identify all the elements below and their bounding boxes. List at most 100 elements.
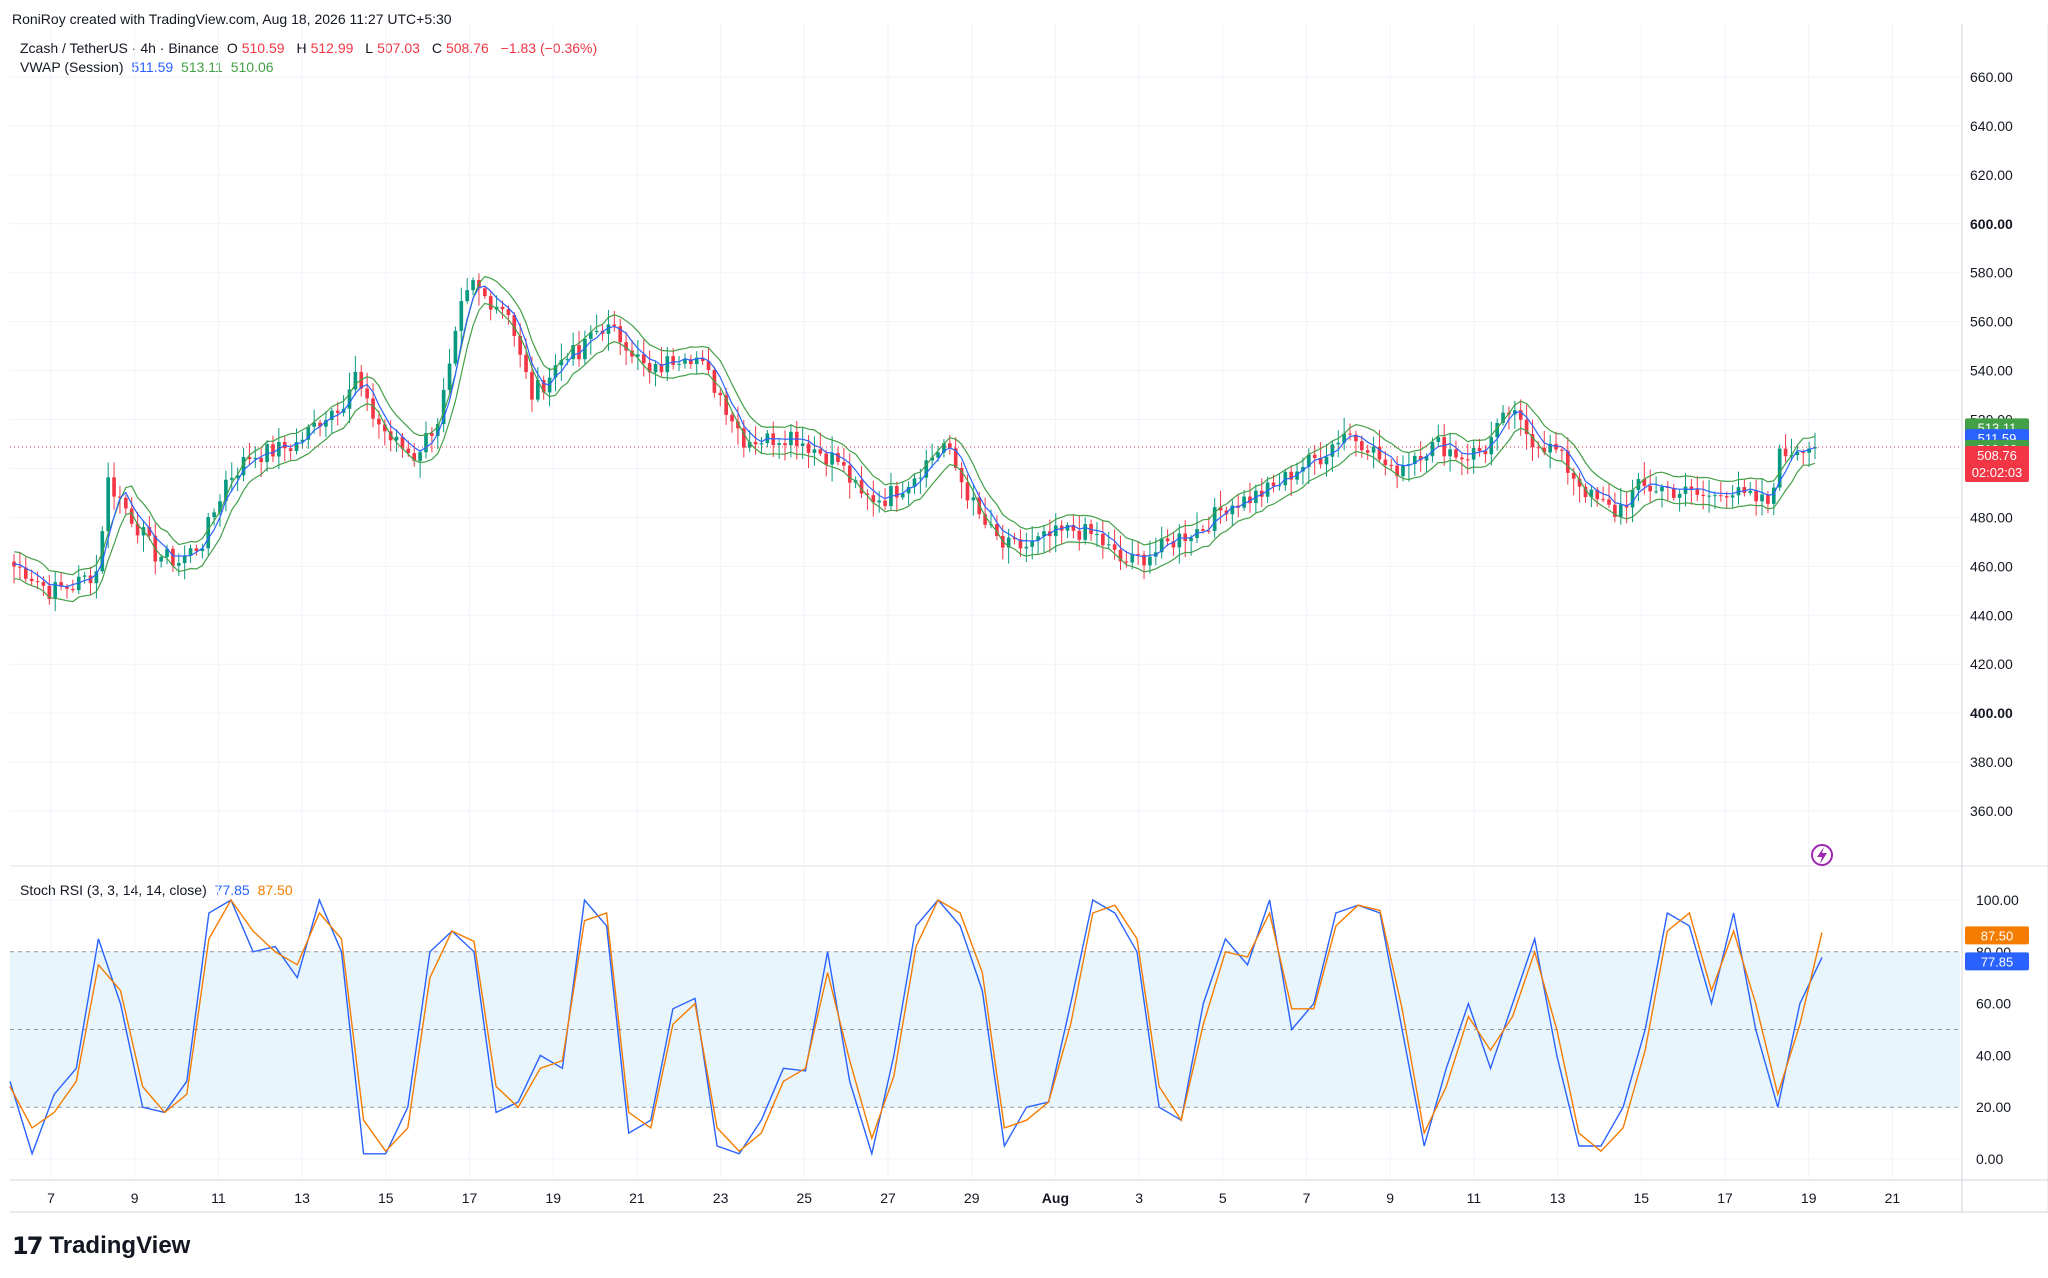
time-axis-tick: 9 <box>131 1190 139 1206</box>
candle-body <box>753 441 758 445</box>
candle-body <box>412 453 417 461</box>
time-axis-tick: 13 <box>294 1190 310 1206</box>
candle-body <box>1695 489 1700 495</box>
candle-body <box>400 436 405 449</box>
candle-body <box>435 424 440 436</box>
candle-body <box>812 449 817 453</box>
tradingview-logo[interactable]: 17 TradingView <box>12 1232 190 1260</box>
candle-body <box>1295 471 1299 480</box>
candle-body <box>1601 499 1605 501</box>
candle-body <box>1766 494 1770 504</box>
candle-body <box>29 578 34 582</box>
candle-body <box>653 363 658 373</box>
lightning-icon[interactable] <box>1811 844 1833 866</box>
candle-body <box>565 359 570 361</box>
candle-body <box>1424 456 1429 461</box>
close-value: 508.76 <box>445 40 489 56</box>
candle-body <box>294 441 299 452</box>
candlestick-series[interactable] <box>12 273 1817 612</box>
vwap-name[interactable]: VWAP (Session) <box>20 59 124 75</box>
time-axis-tick: 11 <box>211 1190 226 1206</box>
open-value: 510.59 <box>241 40 285 56</box>
candle-body <box>1095 533 1099 535</box>
stoch-axis-tick: 40.00 <box>1976 1047 2011 1063</box>
candle-body <box>1683 486 1688 494</box>
candle-body <box>1518 410 1523 420</box>
candle-body <box>671 356 676 365</box>
stoch-axis-tick: 20.00 <box>1976 1099 2011 1115</box>
candle-body <box>288 448 293 452</box>
candle-body <box>1577 478 1582 487</box>
candle-body <box>947 443 952 449</box>
candle-body <box>730 414 734 422</box>
candle-body <box>1136 553 1140 555</box>
price-axis-tick: 600.00 <box>1970 216 2013 232</box>
candle-body <box>1030 540 1035 547</box>
time-axis-tick: 17 <box>1717 1190 1733 1206</box>
candle-body <box>394 436 399 441</box>
candle-body <box>206 517 211 549</box>
candle-body <box>353 371 358 390</box>
candle-body <box>1554 443 1558 450</box>
candle-body <box>647 363 652 373</box>
time-axis-tick: 23 <box>713 1190 729 1206</box>
candle-body <box>641 354 646 364</box>
candle-body <box>871 495 876 503</box>
candle-body <box>453 330 458 364</box>
candle-body <box>783 443 787 446</box>
candle-body <box>1242 496 1246 508</box>
candle-body <box>118 496 122 498</box>
candle-body <box>300 439 305 442</box>
candle-body <box>318 422 322 427</box>
candle-body <box>1371 446 1376 453</box>
candle-body <box>1448 449 1452 457</box>
candle-body <box>1465 459 1470 461</box>
candle-body <box>1730 495 1735 498</box>
candle-body <box>965 482 970 501</box>
price-axis-tick: 660.00 <box>1970 69 2013 85</box>
candle-body <box>953 448 958 468</box>
candle-body <box>124 497 128 509</box>
candle-body <box>59 582 63 587</box>
candle-body <box>82 575 87 577</box>
candle-body <box>324 420 328 427</box>
time-axis-tick: 29 <box>964 1190 980 1206</box>
time-axis-tick: 7 <box>1303 1190 1311 1206</box>
candle-body <box>1548 443 1552 453</box>
candle-body <box>1124 561 1129 563</box>
candle-body <box>1660 486 1664 492</box>
candle-body <box>459 301 464 331</box>
candle-body <box>388 431 393 441</box>
candle-body <box>606 324 611 334</box>
symbol-name[interactable]: Zcash / TetherUS · 4h · Binance <box>20 40 219 56</box>
candle-body <box>959 467 964 483</box>
candle-body <box>23 567 28 579</box>
candle-body <box>700 357 705 362</box>
time-axis-tick: 3 <box>1135 1190 1143 1206</box>
candle-body <box>1065 525 1070 531</box>
stoch-axis-tick: 60.00 <box>1976 996 2011 1012</box>
candle-body <box>271 444 275 457</box>
candle-body <box>559 360 564 366</box>
candle-body <box>518 335 522 355</box>
candle-body <box>1783 448 1788 457</box>
candle-body <box>1218 507 1223 511</box>
candle-body <box>418 452 422 461</box>
candle-body <box>624 342 628 351</box>
candle-body <box>1795 452 1800 456</box>
change-value: −1.83 (−0.36%) <box>500 40 598 56</box>
candle-body <box>1760 494 1764 502</box>
candle-body <box>1607 499 1611 505</box>
stoch-name[interactable]: Stoch RSI (3, 3, 14, 14, close) <box>20 882 207 898</box>
stoch-k-line <box>9 897 1823 1157</box>
candle-body <box>777 443 781 445</box>
price-axis-tick: 380.00 <box>1970 754 2013 770</box>
candle-body <box>171 548 175 566</box>
high-label: H <box>296 40 307 56</box>
vwap-upper-band <box>13 275 1816 576</box>
price-axis-tick: 420.00 <box>1970 656 2013 672</box>
candle-body <box>1148 556 1152 566</box>
candle-body <box>229 477 234 480</box>
candle-body <box>35 581 40 583</box>
